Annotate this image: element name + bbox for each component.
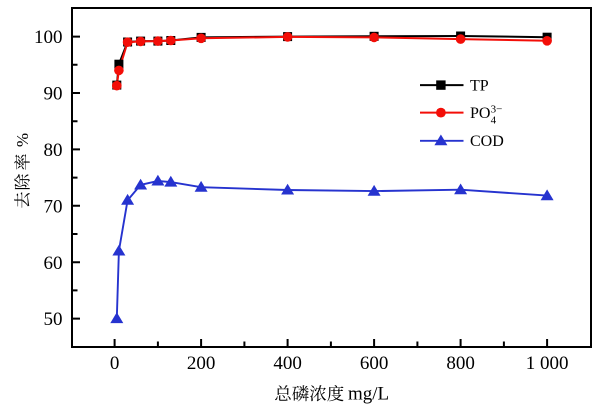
svg-text:%: % bbox=[13, 133, 32, 147]
svg-text:4: 4 bbox=[491, 114, 497, 126]
svg-text:200: 200 bbox=[187, 353, 216, 374]
svg-text:PO: PO bbox=[470, 105, 490, 122]
svg-text:70: 70 bbox=[44, 196, 63, 217]
svg-text:100: 100 bbox=[34, 27, 63, 48]
svg-text:TP: TP bbox=[470, 77, 489, 94]
svg-text:90: 90 bbox=[44, 84, 63, 105]
svg-text:3−: 3− bbox=[491, 104, 503, 116]
svg-text:0: 0 bbox=[110, 353, 120, 374]
svg-text:COD: COD bbox=[470, 133, 504, 150]
svg-text:mg/L: mg/L bbox=[348, 383, 389, 404]
svg-text:400: 400 bbox=[273, 353, 302, 374]
svg-text:80: 80 bbox=[44, 140, 63, 161]
svg-text:600: 600 bbox=[360, 353, 389, 374]
svg-text:800: 800 bbox=[446, 353, 475, 374]
svg-text:50: 50 bbox=[44, 309, 63, 330]
svg-text:1 000: 1 000 bbox=[526, 353, 569, 374]
svg-text:60: 60 bbox=[44, 253, 63, 274]
